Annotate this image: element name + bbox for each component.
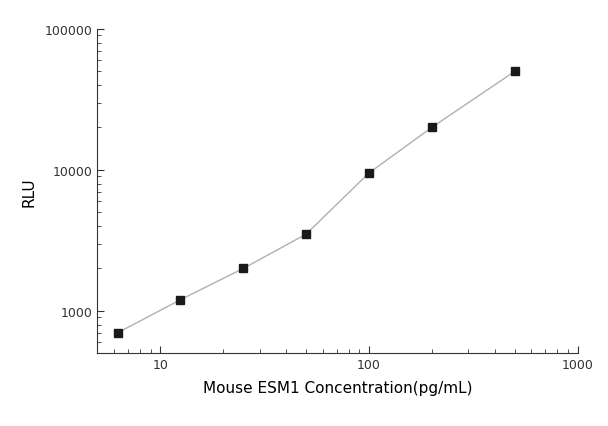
X-axis label: Mouse ESM1 Concentration(pg/mL): Mouse ESM1 Concentration(pg/mL) <box>202 380 472 394</box>
Y-axis label: RLU: RLU <box>21 177 36 207</box>
